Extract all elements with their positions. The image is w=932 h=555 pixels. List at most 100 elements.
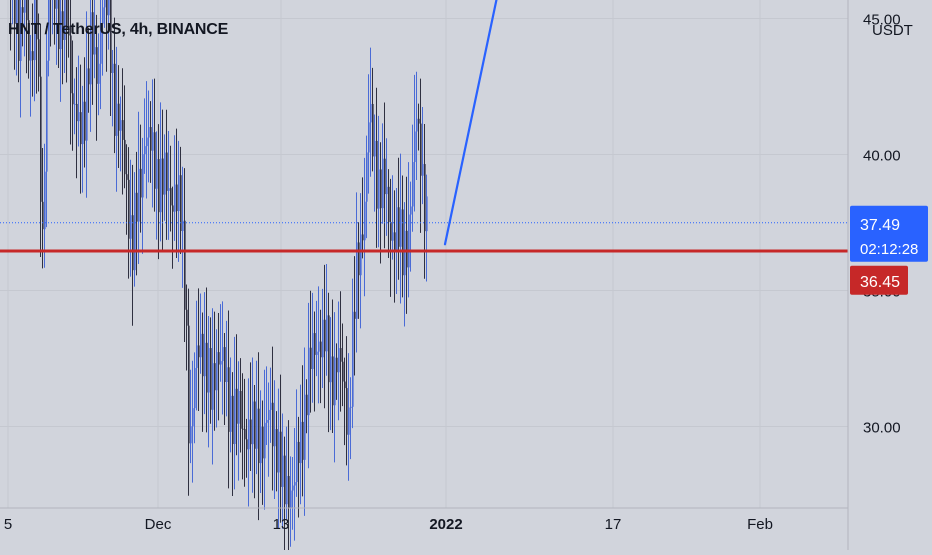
candle-body [22,7,24,13]
x-tick-label: Feb [747,516,773,533]
candle-body [140,168,142,198]
candle-body [80,112,82,145]
candle-body [286,476,288,505]
candle-body [238,390,240,424]
candle-body [114,63,116,136]
candle-body [136,192,138,222]
candle-body [84,101,86,141]
candle-body [232,395,234,445]
candle-body [132,215,134,271]
candle-body [218,352,220,365]
arrow-shaft [443,0,498,246]
candle-body [332,356,334,406]
candle-body [126,174,128,180]
candle-body [398,207,400,247]
candle-body [402,209,404,276]
candle-body [352,311,354,407]
candle-body [36,0,38,40]
candle-body [168,188,170,191]
candle-body [320,341,322,358]
candle-body [88,68,90,85]
candle-body [122,120,124,140]
candle-body [164,152,166,195]
candle-body [404,230,406,276]
candle-body [362,234,364,241]
candle-body [348,407,350,435]
candle-body [328,315,330,383]
candle-body [192,408,194,427]
candle-body [82,101,84,145]
candle-body [406,230,408,268]
candle-body [152,132,154,151]
candle-body [184,220,186,310]
candle-body [212,363,214,410]
candle-body [324,319,326,352]
candle-body [180,175,182,232]
candle-body [38,39,40,77]
support-price-badge[interactable] [850,265,908,295]
candle-body [110,0,112,73]
candle-body [322,319,324,358]
candle-body [198,345,200,358]
candle-body [282,455,284,487]
candle-body [206,342,208,393]
last-price-badge[interactable] [850,205,928,262]
candle-body [186,309,188,326]
last-price-value: 37.49 [860,217,900,234]
candle-body [412,162,414,207]
candle-body [248,419,250,450]
candle-body [228,367,230,432]
candle-body [340,348,342,362]
candle-body [350,406,352,408]
candle-body [278,431,280,473]
candle-body [224,347,226,383]
y-tick-label: 40.00 [863,148,901,165]
candle-body [338,348,340,373]
candle-body [182,220,184,232]
candle-body [314,333,316,355]
candle-body [382,158,384,209]
candle-body [108,0,110,16]
candle-body [104,0,106,8]
candle-body [170,188,172,206]
candle-body [334,357,336,406]
candle-body [426,196,428,232]
candle-body [374,140,376,157]
candle-body [190,426,192,444]
candle-body [390,222,392,241]
candle-body [86,68,88,141]
candle-body [260,426,262,464]
candle-body [422,164,424,176]
candle-body [128,179,130,239]
candle-body [308,347,310,416]
candle-body [368,122,370,153]
candle-body [400,209,402,247]
candle-body [316,351,318,355]
candle-body [172,205,174,212]
candle-body [146,137,148,147]
candle-body [336,357,338,373]
candle-body [270,402,272,410]
candle-body [264,422,266,459]
candle-body [394,232,396,250]
x-tick-label: Dec [145,516,172,533]
candle-body [14,0,16,24]
candle-body [30,51,32,61]
y-tick-label: 30.00 [863,420,901,437]
candle-body [148,127,150,138]
candle-body [118,103,120,131]
candle-body [40,76,42,202]
candle-body [372,103,374,157]
candle-body [296,441,298,483]
candle-body [386,186,388,195]
candle-body [64,0,66,40]
candle-body [134,192,136,271]
candle-body [410,206,412,215]
candle-body [28,20,30,61]
candle-body [242,428,244,430]
candle-body [360,234,362,276]
candle-body [204,342,206,377]
candle-body [288,476,290,509]
